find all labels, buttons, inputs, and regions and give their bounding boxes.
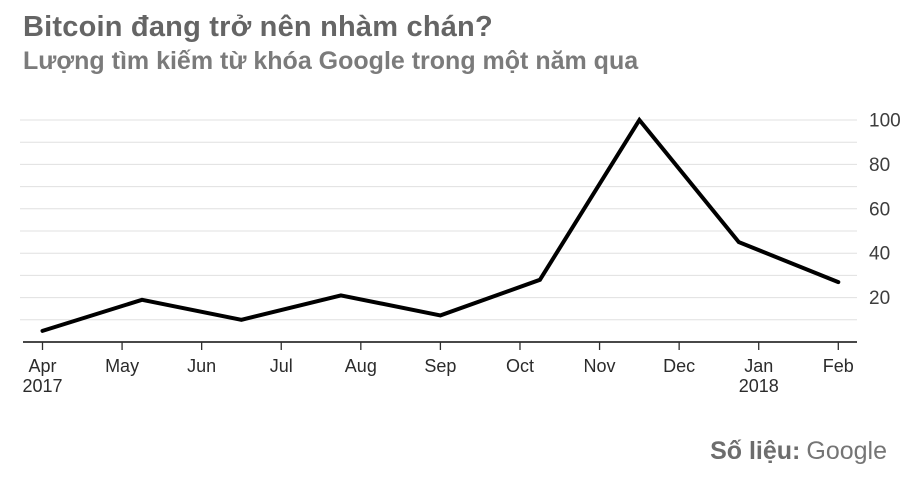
y-tick-label: 60 (869, 199, 890, 220)
x-tick-label: Feb (823, 356, 854, 376)
data-line (40, 116, 841, 333)
x-tick-label: May (105, 356, 139, 376)
x-tick-label: Jul (270, 356, 293, 376)
x-tick-label: Oct (506, 356, 534, 376)
chart-subtitle: Lượng tìm kiếm từ khóa Google trong một … (23, 47, 639, 75)
y-tick-label: 20 (869, 288, 890, 309)
x-tick-label: Jan (744, 356, 773, 376)
x-tick-label: Sep (424, 356, 456, 376)
x-tick-label: Jun (187, 356, 216, 376)
x-tick-label: Dec (663, 356, 695, 376)
source-value: Google (806, 437, 887, 465)
y-tick-label: 80 (869, 155, 890, 176)
y-tick-label: 40 (869, 244, 890, 265)
x-tick-label: Nov (584, 356, 616, 376)
x-tick-label: Apr (28, 356, 56, 376)
source-credit: Số liệu: Google (710, 436, 887, 466)
x-tick-year-label: 2018 (739, 376, 779, 396)
source-label: Số liệu: (710, 437, 801, 465)
chart-header: Bitcoin đang trở nên nhàm chán? Lượng tì… (23, 10, 885, 76)
x-tick-label: Aug (345, 356, 377, 376)
chart-title: Bitcoin đang trở nên nhàm chán? (23, 11, 493, 43)
y-tick-label: 100 (869, 111, 901, 132)
x-tick-year-label: 2017 (22, 376, 62, 396)
